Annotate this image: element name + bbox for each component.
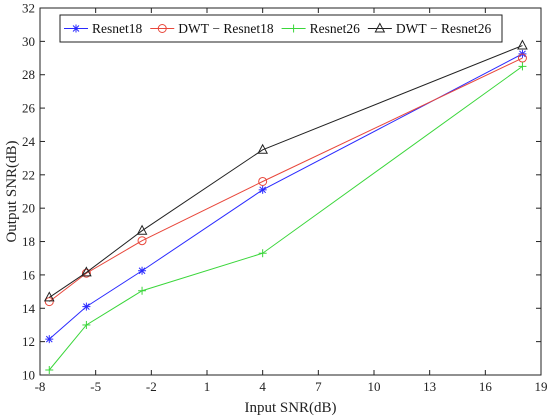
x-tick-label: 1 xyxy=(204,379,211,394)
x-tick-label: 13 xyxy=(423,379,436,394)
y-tick-label: 14 xyxy=(22,301,36,316)
x-tick-label: -8 xyxy=(35,379,46,394)
y-tick-label: 24 xyxy=(22,134,36,149)
legend-label: DWT − Resnet18 xyxy=(178,21,274,36)
y-tick-label: 18 xyxy=(22,234,35,249)
x-tick-label: 4 xyxy=(259,379,266,394)
legend-item: DWT − Resnet26 xyxy=(367,21,492,36)
x-tick-label: -5 xyxy=(90,379,101,394)
series-2-point xyxy=(138,286,147,295)
legend-marker xyxy=(157,24,167,33)
series-2-point xyxy=(258,249,267,258)
series-0-point xyxy=(258,185,267,194)
y-tick-label: 30 xyxy=(22,34,35,49)
y-tick-label: 32 xyxy=(22,1,35,16)
series-line-3 xyxy=(49,45,523,298)
y-tick-label: 28 xyxy=(22,67,35,82)
series-1-point xyxy=(258,176,268,186)
legend-label: Resnet18 xyxy=(92,21,142,36)
legend-item: Resnet18 xyxy=(64,21,142,36)
series-1-point xyxy=(81,268,91,278)
series-1-point xyxy=(137,236,147,246)
series-3-point xyxy=(43,291,55,302)
legend-marker xyxy=(289,24,298,33)
x-tick-label: 16 xyxy=(479,379,493,394)
legend-marker xyxy=(374,22,386,33)
x-tick-label: -2 xyxy=(146,379,157,394)
legend-marker xyxy=(72,24,80,33)
y-axis: 10 12 14 16 18 20 22 24 26 28 30 32 xyxy=(22,1,541,383)
legend-label: DWT − Resnet26 xyxy=(396,21,492,36)
y-tick-label: 12 xyxy=(22,334,35,349)
x-tick-label: 7 xyxy=(315,379,322,394)
series-3-point xyxy=(81,266,92,277)
y-tick-label: 22 xyxy=(22,167,35,182)
x-axis: -8 -5 -2 1 4 7 10 13 16 19 xyxy=(35,8,548,394)
x-tick-label: 19 xyxy=(535,379,548,394)
series-3-point xyxy=(517,39,528,50)
series-0-point xyxy=(138,266,147,275)
legend-label: Resnet26 xyxy=(310,21,360,36)
legend-item: DWT − Resnet18 xyxy=(150,21,274,36)
y-tick-label: 26 xyxy=(22,101,36,116)
y-axis-label: Output SNR(dB) xyxy=(4,140,20,242)
series-1-point xyxy=(517,53,527,63)
x-axis-label: Input SNR(dB) xyxy=(244,400,336,416)
y-tick-label: 16 xyxy=(22,267,36,282)
series-0-point xyxy=(45,335,54,344)
series-layer xyxy=(43,39,528,374)
series-3-point xyxy=(257,143,268,154)
series-2-point xyxy=(518,62,527,71)
series-0-point xyxy=(82,302,91,311)
series-line-1 xyxy=(48,57,523,302)
series-1-point xyxy=(44,297,54,307)
legend-box xyxy=(59,14,503,43)
y-tick-label: 10 xyxy=(22,368,35,383)
series-2-point xyxy=(45,365,54,374)
x-tick-label: 10 xyxy=(368,379,381,394)
series-2-point xyxy=(82,320,91,329)
series-3-point xyxy=(136,224,148,235)
plot-area xyxy=(39,7,542,376)
legend: Resnet18 DWT − Resnet18 Resnet26 DWT − Resn… xyxy=(59,14,503,43)
y-tick-label: 20 xyxy=(22,201,35,216)
legend-item: Resnet26 xyxy=(281,21,360,36)
